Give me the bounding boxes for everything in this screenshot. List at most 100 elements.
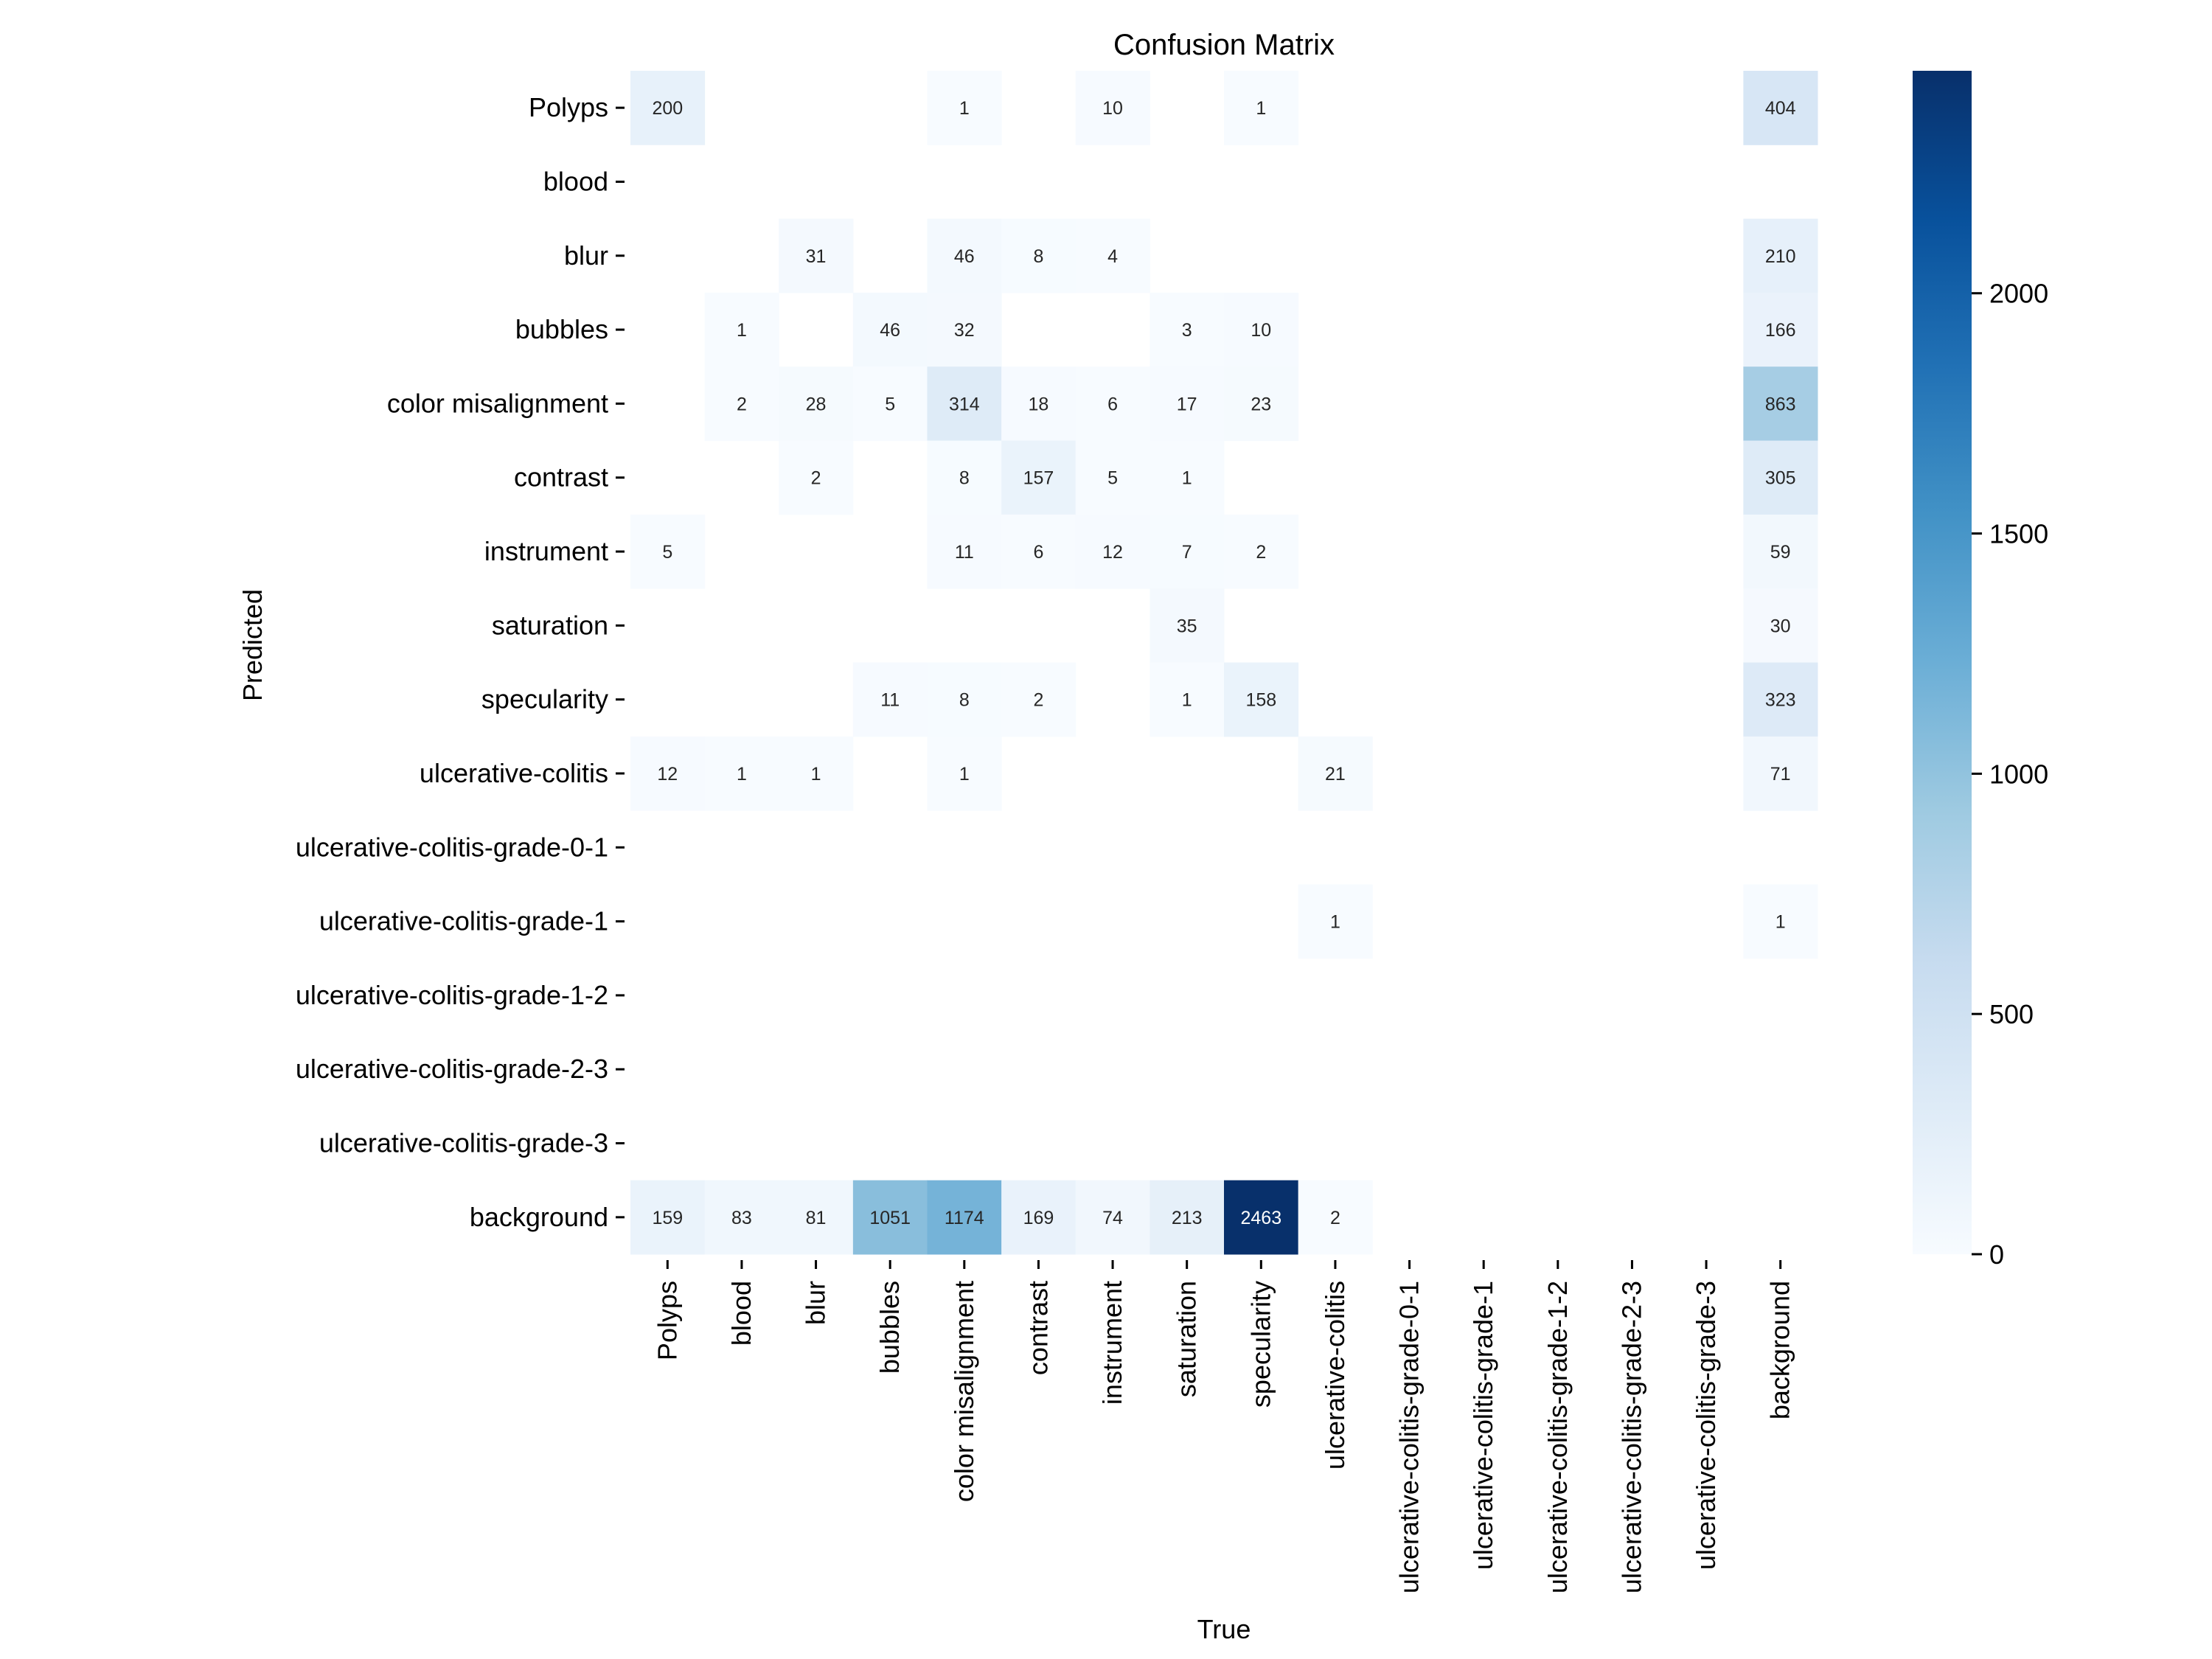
cell-value-label: 158: [1245, 690, 1276, 711]
heatmap-cell: [1075, 514, 1150, 589]
y-tick-label: specularity: [481, 684, 608, 714]
heatmap-cell: [927, 366, 1002, 442]
heatmap-cell: [1743, 588, 1818, 663]
cell-value-label: 71: [1770, 764, 1791, 785]
cell-value-label: 210: [1765, 246, 1796, 267]
cell-value-label: 83: [731, 1208, 752, 1228]
x-tick-label: ulcerative-colitis-grade-1: [1468, 1281, 1498, 1570]
cell-value-label: 305: [1765, 468, 1796, 489]
heatmap-cell: [927, 514, 1002, 589]
cell-value-label: 200: [652, 98, 683, 119]
y-tick-label: ulcerative-colitis-grade-0-1: [296, 832, 608, 862]
cell-value-label: 2: [1256, 542, 1266, 563]
y-tick-label: ulcerative-colitis: [420, 758, 608, 788]
x-tick-label: color misalignment: [949, 1281, 979, 1502]
cell-value-label: 32: [954, 320, 975, 341]
chart-title: Confusion Matrix: [1113, 29, 1335, 61]
heatmap-cell: [1298, 884, 1373, 959]
heatmap-cell: [1743, 218, 1818, 293]
cell-value-label: 1174: [945, 1208, 984, 1228]
heatmap-cell: [1001, 218, 1077, 293]
heatmap-cell: [630, 71, 706, 145]
cell-value-label: 8: [959, 690, 970, 711]
heatmap-cell: [852, 366, 928, 442]
heatmap-cell: [852, 662, 928, 737]
cell-value-label: 1: [959, 98, 970, 119]
x-tick-label: ulcerative-colitis: [1320, 1281, 1350, 1470]
cell-value-label: 213: [1172, 1208, 1203, 1228]
cell-value-label: 1: [811, 764, 821, 785]
heatmap-cell: [704, 292, 779, 367]
y-tick-label: ulcerative-colitis-grade-1: [319, 906, 608, 936]
y-tick-label: Polyps: [529, 92, 608, 122]
colorbar-tick-label: 1000: [1989, 759, 2048, 789]
y-tick-label: ulcerative-colitis-grade-2-3: [296, 1054, 608, 1084]
cell-value-label: 5: [885, 394, 895, 414]
heatmap-cell: [927, 662, 1002, 737]
y-tick-label: contrast: [514, 462, 608, 493]
heatmap-cell: [1743, 292, 1818, 367]
cell-value-label: 1: [1182, 690, 1192, 711]
heatmap-cell: [1743, 662, 1818, 737]
heatmap-cell: [779, 440, 854, 515]
heatmap-cell: [779, 366, 854, 442]
y-tick-label: color misalignment: [387, 388, 608, 418]
cell-value-label: 863: [1765, 394, 1796, 414]
heatmap-cell: [630, 736, 706, 811]
heatmap-cell: [1743, 440, 1818, 515]
heatmap-cell: [927, 218, 1002, 293]
cell-value-label: 4: [1107, 246, 1118, 267]
x-tick-label: contrast: [1023, 1281, 1053, 1375]
heatmap-cell: [779, 1180, 854, 1255]
cell-value-label: 3: [1182, 320, 1192, 341]
y-tick-label: background: [470, 1202, 608, 1232]
cell-value-label: 21: [1325, 764, 1346, 785]
heatmap-cell: [1224, 71, 1299, 145]
cell-value-label: 46: [880, 320, 900, 341]
cell-value-label: 314: [949, 394, 980, 414]
x-tick-label: background: [1765, 1281, 1795, 1419]
heatmap-cell: [1743, 884, 1818, 959]
cell-value-label: 2: [811, 468, 821, 489]
x-tick-label: saturation: [1172, 1281, 1202, 1397]
cell-value-label: 166: [1765, 320, 1796, 341]
heatmap-cell: [1075, 71, 1150, 145]
heatmap-cell: [1224, 662, 1299, 737]
x-tick-label: ulcerative-colitis-grade-2-3: [1616, 1281, 1646, 1593]
heatmap-cell: [1150, 292, 1225, 367]
cell-value-label: 81: [806, 1208, 827, 1228]
x-tick-label: blur: [801, 1281, 831, 1325]
y-tick-label: instrument: [484, 536, 608, 566]
x-tick-label: ulcerative-colitis-grade-3: [1691, 1281, 1721, 1570]
cell-value-label: 404: [1765, 98, 1796, 119]
heatmap-cell: [1001, 662, 1077, 737]
heatmap-cell: [1075, 218, 1150, 293]
colorbar-tick-label: 2000: [1989, 279, 2048, 309]
cell-value-label: 5: [662, 542, 672, 563]
heatmap-cell: [1743, 736, 1818, 811]
cell-value-label: 11: [955, 542, 974, 563]
colorbar-gradient: [1913, 71, 1972, 1254]
heatmap-cell: [1150, 440, 1225, 515]
colorbar-ticks: 0 500 1000 1500 2000: [1972, 279, 2048, 1270]
x-axis-label: True: [1197, 1614, 1251, 1644]
cell-value-label: 10: [1251, 320, 1271, 341]
cell-value-label: 323: [1765, 690, 1796, 711]
cell-value-label: 2: [737, 394, 747, 414]
cell-value-label: 8: [959, 468, 970, 489]
cell-value-label: 1: [959, 764, 970, 785]
heatmap-cell: [1743, 514, 1818, 589]
cell-value-label: 1: [1182, 468, 1192, 489]
colorbar: 0 500 1000 1500 2000: [1913, 71, 2048, 1270]
colorbar-tick-label: 0: [1989, 1239, 2004, 1270]
y-axis-label: Predicted: [237, 589, 268, 701]
heatmap-cell: [1743, 71, 1818, 145]
heatmap-cell: [779, 218, 854, 293]
cell-value-label: 157: [1023, 468, 1054, 489]
heatmap-cell: [927, 440, 1002, 515]
cell-value-label: 28: [806, 394, 827, 414]
cell-value-label: 31: [806, 246, 827, 267]
heatmap-cell: [1298, 1180, 1373, 1255]
cell-value-label: 2: [1033, 690, 1043, 711]
